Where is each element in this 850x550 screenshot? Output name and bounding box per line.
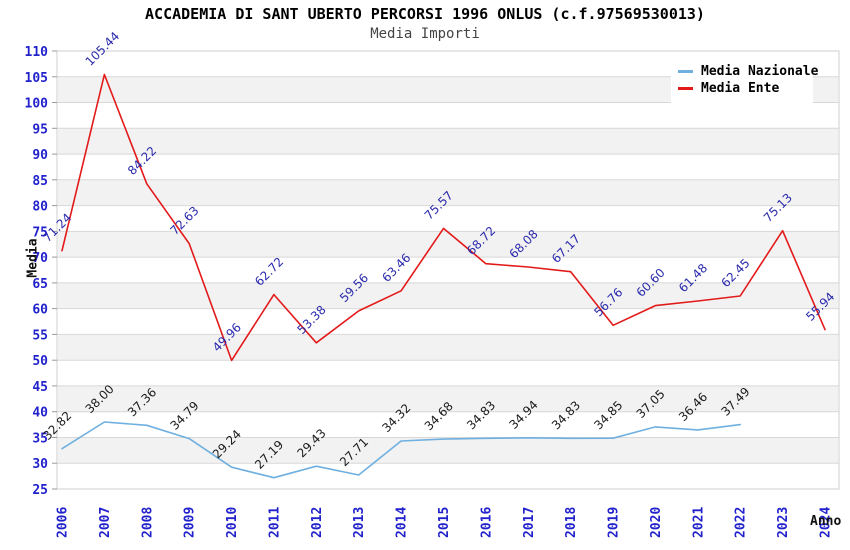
plot-band bbox=[58, 385, 838, 412]
x-axis-tick-label: 2006 bbox=[56, 507, 71, 538]
legend: Media Nazionale Media Ente bbox=[671, 57, 818, 104]
y-axis-tick-label: 80 bbox=[32, 200, 48, 215]
x-axis-tick-label: 2010 bbox=[225, 507, 240, 538]
x-axis-tick-label: 2011 bbox=[267, 507, 282, 538]
plot-band bbox=[58, 231, 838, 258]
y-axis-tick-label: 95 bbox=[32, 122, 48, 137]
x-axis-tick-label: 2023 bbox=[776, 507, 791, 538]
legend-label: Media Ente bbox=[701, 81, 780, 96]
y-axis-tick-label: 90 bbox=[32, 148, 48, 163]
legend-line-swatch bbox=[678, 70, 693, 73]
x-axis-tick-label: 2020 bbox=[649, 507, 664, 538]
plot-border bbox=[56, 50, 840, 490]
x-axis-tick-label: 2014 bbox=[395, 507, 410, 538]
y-axis-tick-label: 65 bbox=[32, 277, 48, 292]
x-axis-tick-label: 2013 bbox=[352, 507, 367, 538]
legend-label: Media Nazionale bbox=[701, 64, 819, 79]
y-axis-tick-label: 100 bbox=[25, 97, 49, 112]
x-axis-tick-label: 2024 bbox=[819, 507, 834, 538]
plot-band bbox=[58, 437, 838, 464]
y-axis-tick-label: 30 bbox=[32, 457, 48, 472]
legend-item-media-ente: Media Ente bbox=[678, 80, 809, 97]
y-axis-title: Media bbox=[25, 238, 41, 278]
y-axis-tick-label: 40 bbox=[32, 406, 48, 421]
point-label: 105.44 bbox=[83, 29, 123, 69]
chart-subtitle: Media Importi bbox=[370, 26, 480, 42]
plot-band bbox=[58, 334, 838, 361]
x-axis-tick-label: 2019 bbox=[607, 507, 622, 538]
x-axis-tick-label: 2009 bbox=[183, 507, 198, 538]
series-line-media-ente bbox=[61, 73, 826, 362]
y-axis-tick-label: 50 bbox=[32, 354, 48, 369]
y-axis-tick-label: 70 bbox=[32, 251, 48, 266]
series-line-media-nazionale bbox=[61, 421, 742, 479]
plot-band bbox=[58, 179, 838, 206]
y-axis-tick-label: 35 bbox=[32, 432, 48, 447]
y-axis-tick-label: 45 bbox=[32, 380, 48, 395]
x-axis-tick-label: 2021 bbox=[691, 507, 706, 538]
x-axis-tick-label: 2007 bbox=[98, 507, 113, 538]
x-axis-tick-label: 2018 bbox=[564, 507, 579, 538]
x-axis-tick-label: 2015 bbox=[437, 507, 452, 538]
chart-title: ACCADEMIA DI SANT UBERTO PERCORSI 1996 O… bbox=[145, 5, 705, 23]
x-axis-tick-label: 2012 bbox=[310, 507, 325, 538]
x-axis-title: Anno bbox=[810, 514, 842, 529]
x-axis-tick-label: 2016 bbox=[479, 507, 494, 538]
x-axis-tick-label: 2008 bbox=[140, 507, 155, 538]
y-axis-tick-label: 110 bbox=[25, 45, 49, 60]
y-axis-tick-label: 75 bbox=[32, 225, 48, 240]
plot-band bbox=[58, 128, 838, 155]
y-axis-tick-label: 85 bbox=[32, 174, 48, 189]
y-axis-tick-label: 55 bbox=[32, 328, 48, 343]
plot-band bbox=[58, 282, 838, 309]
x-axis-tick-label: 2022 bbox=[734, 507, 749, 538]
y-axis-tick-label: 60 bbox=[32, 303, 48, 318]
y-axis-tick-label: 25 bbox=[32, 483, 48, 498]
legend-line-swatch bbox=[678, 87, 693, 90]
x-axis-tick-label: 2017 bbox=[522, 507, 537, 538]
y-axis-tick-label: 105 bbox=[25, 71, 48, 86]
legend-item-media-nazionale: Media Nazionale bbox=[678, 63, 818, 80]
